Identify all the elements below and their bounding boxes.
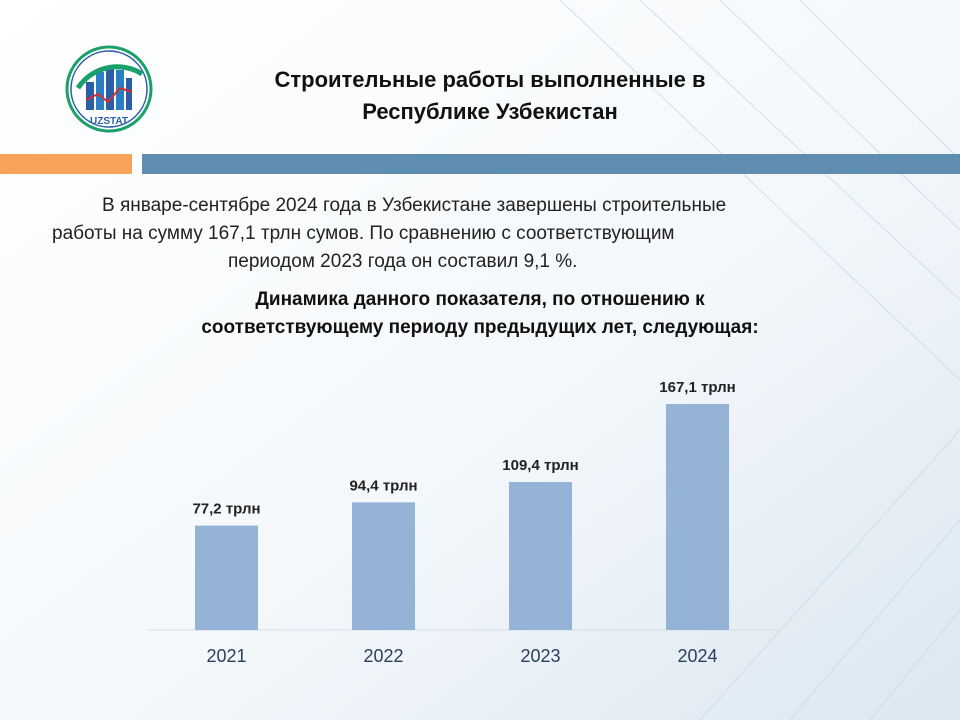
header-accent-blue (142, 154, 960, 174)
intro-line-3: периодом 2023 года он составил 9,1 %. (228, 251, 578, 272)
bar-2021 (195, 525, 258, 630)
data-label-2023: 109,4 трлн (502, 457, 578, 474)
caption-line-2: соответствующему периоду предыдущих лет,… (201, 317, 759, 338)
uzstat-logo: UZSTAT (65, 45, 153, 133)
x-tick-2021: 2021 (206, 646, 246, 666)
bar-2024 (666, 404, 729, 630)
title-line-1: Строительные работы выполненные в (274, 67, 706, 92)
bar-chart: 77,2 трлн 2021 94,4 трлн 2022 109,4 трлн 2023… (148, 379, 778, 666)
intro-line-1: В январе-сентябре 2024 года в Узбекистан… (102, 195, 727, 216)
page-title: Строительные работы выполненные в Респуб… (170, 64, 810, 128)
chart-caption: Динамика данного показателя, по отношени… (60, 286, 900, 342)
x-tick-2022: 2022 (363, 646, 403, 666)
data-label-2022: 94,4 трлн (349, 477, 417, 494)
data-label-2021: 77,2 трлн (192, 501, 260, 518)
x-tick-2023: 2023 (520, 646, 560, 666)
title-line-2: Республике Узбекистан (362, 99, 618, 124)
caption-line-1: Динамика данного показателя, по отношени… (255, 289, 705, 310)
data-label-2024: 167,1 трлн (659, 379, 735, 396)
x-tick-2024: 2024 (677, 646, 717, 666)
logo-wordmark: UZSTAT (90, 116, 128, 127)
intro-paragraph: В январе-сентябре 2024 года в Узбекистан… (52, 192, 912, 276)
bar-2022 (352, 502, 415, 630)
intro-line-2: работы на сумму 167,1 трлн сумов. По сра… (52, 223, 675, 244)
bar-2023 (509, 482, 572, 630)
header-accent-orange (0, 154, 132, 174)
